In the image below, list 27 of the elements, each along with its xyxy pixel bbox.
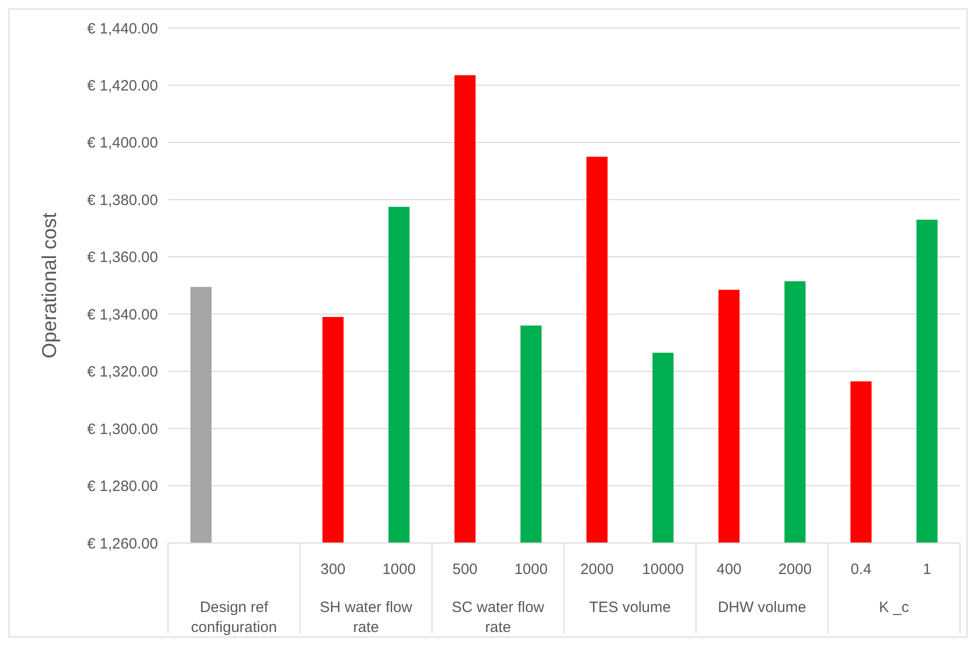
x-tick-label: 0.4: [850, 561, 872, 578]
x-tick-label: 300: [320, 561, 346, 578]
y-tick-label: € 1,260.00: [87, 535, 158, 552]
y-tick-label: € 1,420.00: [87, 77, 158, 94]
x-tick-label: 400: [716, 561, 742, 578]
text: K _c: [878, 599, 910, 616]
text: Design ref configuration: [191, 599, 277, 636]
y-tick-label: € 1,380.00: [87, 192, 158, 209]
y-tick-label: € 1,360.00: [87, 249, 158, 266]
y-tick-label: € 1,280.00: [87, 478, 158, 496]
y-tick-label: € 1,300.00: [87, 420, 158, 438]
x-tick-label: 1: [922, 561, 932, 578]
x-tick-label: 2000: [778, 561, 812, 578]
text: SC water flow rate: [452, 599, 544, 636]
y-axis-title: Operational cost: [39, 212, 61, 358]
y-tick-label: € 1,440.00: [87, 20, 158, 38]
y-tick-label: € 1,340.00: [87, 306, 158, 324]
y-tick-label: € 1,320.00: [87, 364, 158, 381]
y-tick-label: € 1,400.00: [87, 134, 158, 152]
x-tick-label: 500: [452, 561, 478, 578]
x-tick-label: 1000: [382, 561, 416, 578]
text: SH water flow rate: [320, 599, 412, 636]
x-tick-label: 10000: [642, 561, 684, 578]
text: DHW volume: [718, 599, 806, 616]
x-tick-label: 1000: [514, 561, 548, 578]
text: TES volume: [589, 599, 671, 616]
x-tick-label: 2000: [580, 561, 614, 578]
